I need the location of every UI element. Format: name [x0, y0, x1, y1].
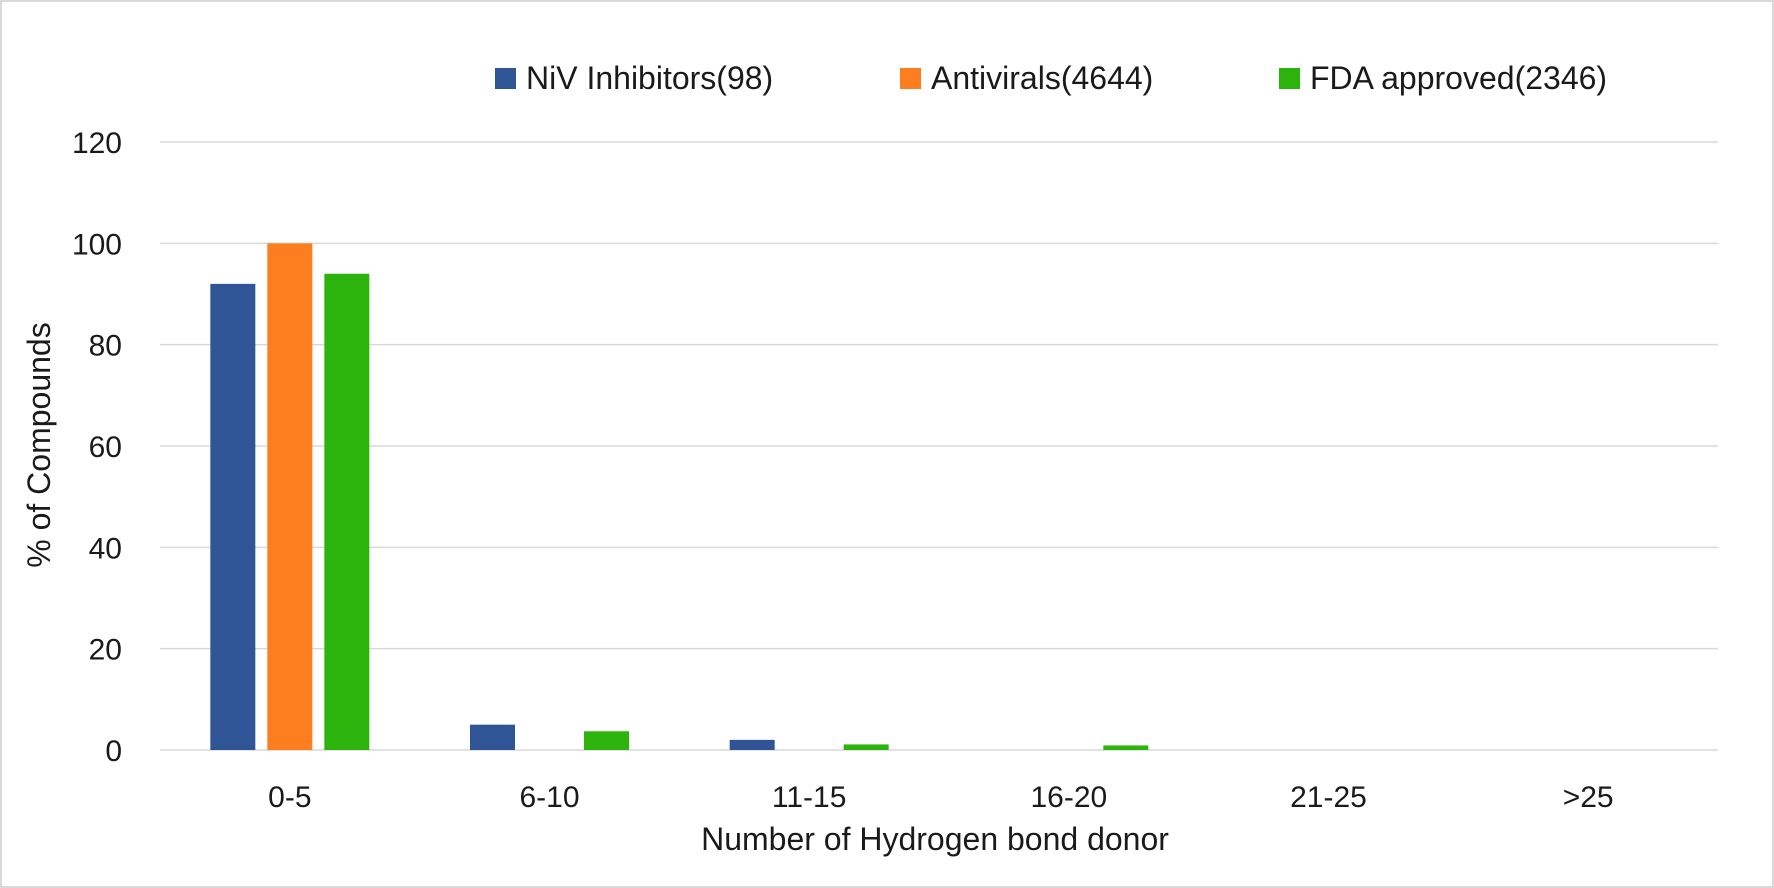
x-tick-label: 11-15: [772, 781, 847, 814]
legend-label-3: FDA approved(2346): [1310, 60, 1607, 96]
y-tick-label: 40: [89, 532, 122, 565]
bar-1-3: [729, 739, 775, 750]
y-tick-label: 100: [72, 228, 122, 261]
bar-3-4: [1103, 745, 1149, 750]
bar-3-3: [843, 744, 889, 750]
y-axis-ticks: 0 20 40 60 80 100 120: [72, 127, 122, 768]
y-tick-label: 20: [89, 634, 122, 667]
y-tick-label: 80: [89, 330, 122, 363]
x-tick-label: >25: [1563, 781, 1614, 814]
bar-3-1: [324, 273, 370, 750]
bar-1-1: [210, 283, 256, 750]
legend-swatch-2: [900, 68, 921, 89]
y-tick-label: 120: [72, 127, 122, 160]
x-axis-ticks: 0-5 6-10 11-15 16-20 21-25 >25: [268, 781, 1613, 814]
legend-swatch-1: [495, 68, 516, 89]
x-tick-label: 16-20: [1030, 781, 1107, 814]
bar-3-2: [584, 731, 629, 750]
legend-swatch-3: [1279, 68, 1300, 89]
x-tick-label: 21-25: [1290, 781, 1367, 814]
x-axis-title: Number of Hydrogen bond donor: [701, 821, 1169, 857]
y-axis-title: % of Compounds: [21, 322, 57, 567]
legend-label-1: NiV Inhibitors(98): [526, 60, 773, 96]
x-tick-label: 0-5: [268, 781, 311, 814]
gridlines: [160, 141, 1718, 751]
y-tick-label: 60: [89, 431, 122, 464]
bar-2-1: [267, 243, 313, 751]
x-tick-label: 6-10: [519, 781, 579, 814]
bar-1-2: [470, 724, 515, 750]
legend-label-2: Antivirals(4644): [931, 60, 1153, 96]
y-tick-label: 0: [105, 735, 122, 768]
bars: [210, 243, 1149, 751]
legend: NiV Inhibitors(98) Antivirals(4644) FDA ap…: [495, 60, 1607, 96]
